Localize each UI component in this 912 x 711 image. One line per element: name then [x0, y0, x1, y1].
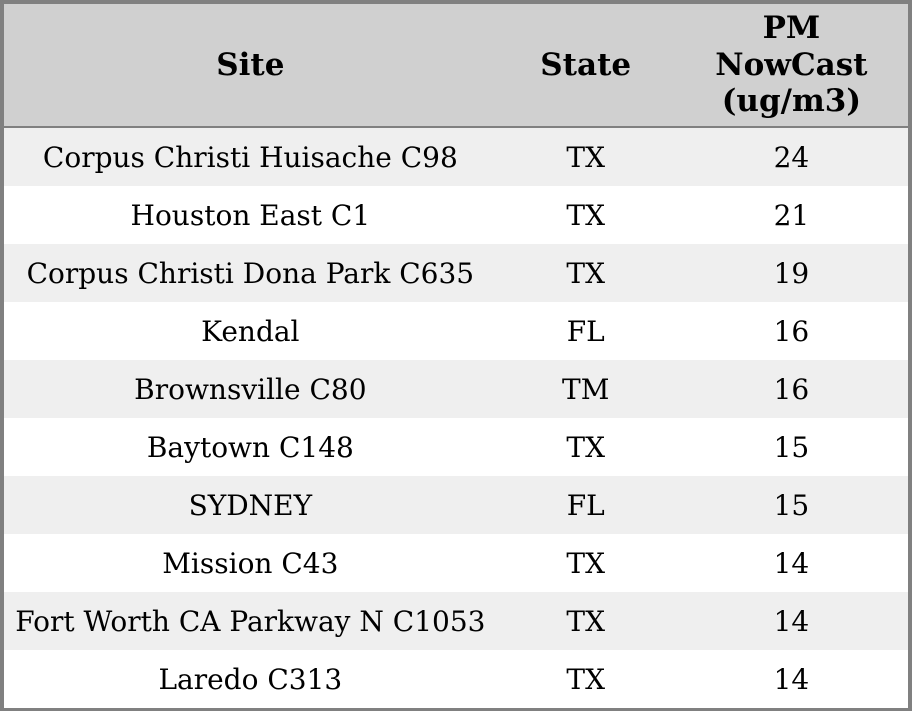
- state-cell: TX: [566, 604, 606, 638]
- state-cell: TX: [566, 546, 606, 580]
- pm-cell: 21: [773, 198, 810, 232]
- site-cell: Laredo C313: [158, 662, 343, 696]
- pm-cell: 16: [773, 372, 810, 406]
- table-row: Laredo C313 TX 14: [4, 650, 908, 708]
- site-cell: Houston East C1: [130, 198, 371, 232]
- pm-cell: 14: [773, 662, 810, 696]
- state-cell: TM: [562, 372, 610, 406]
- pm-cell: 19: [773, 256, 810, 290]
- site-cell: Kendal: [201, 314, 300, 348]
- pm-cell: 15: [773, 488, 810, 522]
- pm-cell: 14: [773, 546, 810, 580]
- state-cell: FL: [566, 314, 605, 348]
- site-cell: SYDNEY: [188, 488, 313, 522]
- state-cell: TX: [566, 140, 606, 174]
- site-cell: Brownsville C80: [134, 372, 367, 406]
- state-cell: FL: [566, 488, 605, 522]
- pm-cell: 24: [773, 140, 810, 174]
- table-row: Baytown C148 TX 15: [4, 418, 908, 476]
- state-cell: TX: [566, 256, 606, 290]
- pm-cell: 15: [773, 430, 810, 464]
- table-header: Site State PM NowCast (ug/m3): [4, 4, 908, 128]
- pm-cell: 14: [773, 604, 810, 638]
- table-row: Corpus Christi Dona Park C635 TX 19: [4, 244, 908, 302]
- table-row: Kendal FL 16: [4, 302, 908, 360]
- site-cell: Corpus Christi Dona Park C635: [26, 256, 475, 290]
- pm-nowcast-table: Site State PM NowCast (ug/m3) Corpus Chr…: [4, 4, 908, 708]
- table-row: Corpus Christi Huisache C98 TX 24: [4, 127, 908, 186]
- col-header-state: State: [496, 4, 675, 128]
- site-cell: Fort Worth CA Parkway N C1053: [15, 604, 486, 638]
- col-header-pm-nowcast: PM NowCast (ug/m3): [674, 4, 908, 128]
- table-body: Corpus Christi Huisache C98 TX 24 Housto…: [4, 127, 908, 708]
- state-cell: TX: [566, 430, 606, 464]
- site-cell: Baytown C148: [146, 430, 354, 464]
- col-header-site: Site: [4, 4, 497, 128]
- site-cell: Mission C43: [162, 546, 339, 580]
- table-row: Houston East C1 TX 21: [4, 186, 908, 244]
- state-cell: TX: [566, 198, 606, 232]
- site-cell: Corpus Christi Huisache C98: [42, 140, 458, 174]
- state-cell: TX: [566, 662, 606, 696]
- table-row: SYDNEY FL 15: [4, 476, 908, 534]
- table-row: Brownsville C80 TM 16: [4, 360, 908, 418]
- table-row: Mission C43 TX 14: [4, 534, 908, 592]
- pm-cell: 16: [773, 314, 810, 348]
- table-row: Fort Worth CA Parkway N C1053 TX 14: [4, 592, 908, 650]
- header-row: Site State PM NowCast (ug/m3): [4, 4, 908, 128]
